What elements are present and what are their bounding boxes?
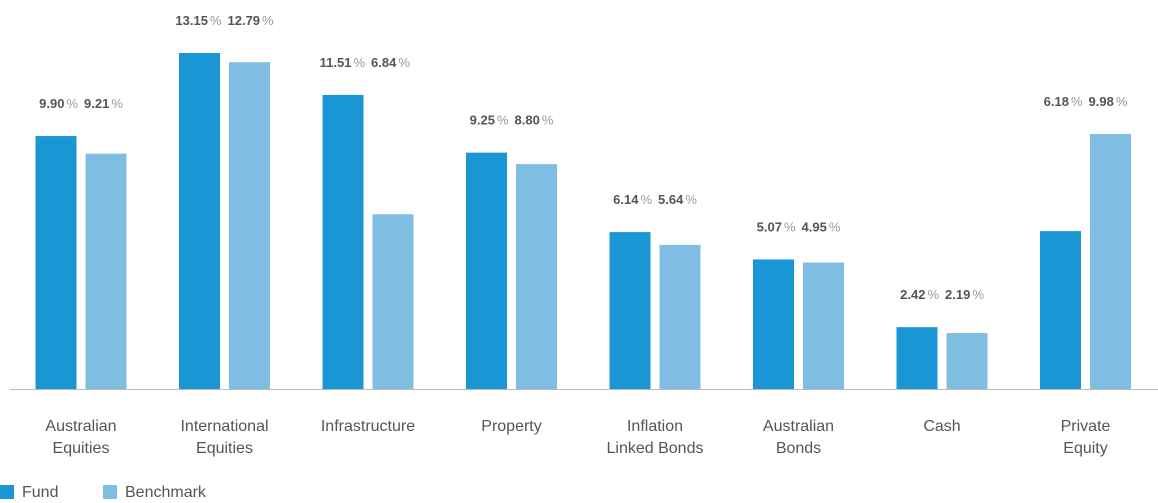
value-label: 12.79% [228,13,275,28]
bar [35,136,77,389]
value-label: 13.15% [175,13,222,28]
value-number: 9.90 [39,96,64,111]
value-unit: % [927,288,939,303]
value-label: 9.21% [84,96,123,111]
bar [466,152,507,389]
value-label: 2.19% [945,288,984,303]
value-label: 9.25% [470,113,509,128]
x-tick-label: International Equities [180,418,269,457]
bar [85,153,127,389]
value-unit: % [784,220,796,235]
value-unit: % [398,55,410,70]
legend-label: Fund [22,484,59,501]
bar [229,62,270,389]
bar [516,164,557,389]
bar [609,232,651,389]
value-unit: % [1071,94,1083,109]
value-number: 9.98 [1089,94,1114,109]
legend-swatch [0,485,14,499]
bar [372,214,414,389]
value-number: 5.64 [658,193,684,208]
value-number: 6.18 [1044,94,1069,109]
bar [179,53,220,389]
value-number: 9.21 [84,96,109,111]
value-label: 5.64% [658,193,697,208]
bar [1090,133,1131,389]
bar [803,262,844,389]
value-unit: % [262,13,274,28]
bar [896,327,938,389]
value-number: 9.25 [470,113,495,128]
value-label: 11.51% [320,55,366,70]
x-tick-label: Australian Bonds [762,418,835,457]
value-number: 8.80 [515,113,540,128]
value-number: 4.95 [802,220,827,235]
value-number: 6.14 [613,193,639,208]
value-label: 9.90% [39,96,78,111]
value-unit: % [66,96,78,111]
value-label: 6.18% [1044,94,1083,109]
value-unit: % [210,13,222,28]
legend-swatch [103,485,117,499]
value-unit: % [829,220,841,235]
value-unit: % [1116,94,1128,109]
value-unit: % [972,288,984,303]
value-label: 9.98% [1089,94,1128,109]
value-number: 2.42 [900,288,925,303]
value-label: 8.80% [515,113,554,128]
bar [946,333,988,389]
x-tick-label: Property [481,418,542,435]
value-unit: % [685,193,697,208]
bar [753,259,794,389]
value-unit: % [111,96,123,111]
bar [322,94,364,390]
x-tick-label: Cash [923,418,961,435]
bar [659,244,701,389]
value-number: 6.84 [371,55,397,70]
value-label: 2.42% [900,288,939,303]
x-tick-label: Inflation Linked Bonds [606,418,704,457]
legend-label: Benchmark [125,484,206,501]
value-number: 11.51 [320,55,352,70]
value-number: 2.19 [945,288,970,303]
x-tick-label: Infrastructure [320,418,416,435]
value-label: 4.95% [802,220,841,235]
x-tick-label: Australian Equities [45,418,117,457]
value-label: 6.14% [613,193,652,208]
value-unit: % [640,193,652,208]
value-unit: % [353,55,365,70]
value-number: 12.79 [228,13,261,28]
value-label: 5.07% [757,220,796,235]
value-unit: % [497,113,509,128]
value-number: 13.15 [175,13,208,28]
bar [1040,231,1081,389]
value-number: 5.07 [757,220,782,235]
value-label: 6.84% [371,55,410,70]
x-tick-label: Private Equity [1060,418,1111,457]
value-unit: % [542,113,554,128]
